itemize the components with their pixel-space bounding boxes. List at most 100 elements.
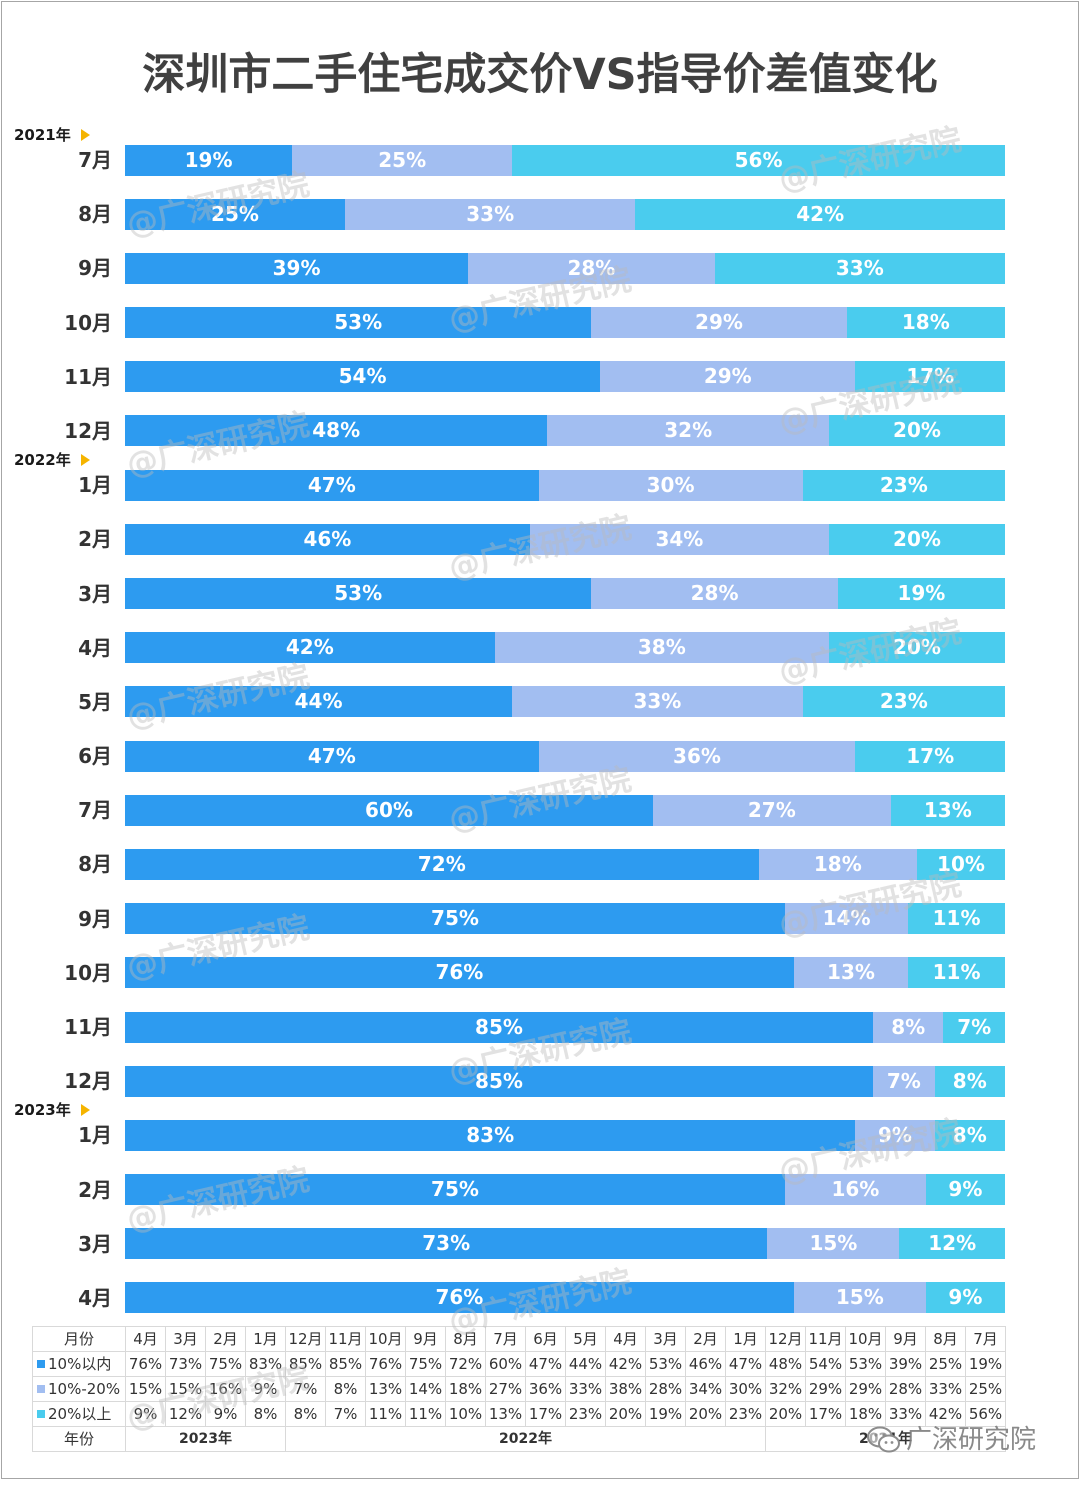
table-column-header: 9月 (885, 1326, 926, 1352)
data-label-value: 19 (184, 147, 213, 172)
table-cell: 29% (805, 1376, 846, 1402)
table-cell: 7% (285, 1376, 326, 1402)
data-label: 54% (125, 361, 600, 392)
bar-segment-series-2: 14% (785, 903, 909, 935)
stacked-bar: 83% 9% 8% (125, 1119, 1005, 1151)
table-column-header: 12月 (285, 1326, 326, 1352)
stacked-bar: 19% 25% 56% (125, 144, 1005, 176)
table-header-row: 月份 4月 3月 2月 1月 12月 11月 10月 9月 8月 7月 6月 5月 4月 3月 2月 1月 12月… (32, 1326, 1006, 1352)
data-label-value: 54 (338, 364, 367, 389)
data-label: 48% (125, 415, 547, 446)
data-label-unit: % (300, 255, 321, 280)
data-label-unit: % (956, 1231, 977, 1256)
data-label: 12% (899, 1228, 1005, 1259)
data-label: 10% (917, 849, 1005, 880)
data-label-unit: % (392, 797, 413, 822)
data-label-value: 9 (948, 1177, 963, 1202)
stacked-bar: 76% 15% 9% (125, 1282, 1005, 1314)
category-label: 3月 (78, 1231, 112, 1256)
table-cell: 54% (805, 1351, 846, 1377)
data-label-unit: % (859, 1177, 880, 1202)
data-label-value: 75 (431, 906, 459, 931)
data-label-unit: % (920, 526, 941, 551)
table-cell: 25% (925, 1351, 966, 1377)
category-label: 2月 (78, 1177, 112, 1202)
bar-segment-series-3: 19% (837, 578, 1005, 610)
table-cell: 32% (765, 1376, 806, 1402)
table-cell: 20% (765, 1401, 806, 1427)
data-label: 23% (803, 686, 1005, 717)
data-label-unit: % (863, 255, 884, 280)
data-label: 85% (125, 1066, 873, 1097)
data-label: 9% (855, 1120, 934, 1151)
data-label-value: 8 (952, 1122, 967, 1147)
bar-segment-series-3: 7% (943, 1011, 1005, 1043)
table-row: 10%以内 76% 73% 75% 83% 85% 85% 76% 75% 72% 60% 47% 44… (32, 1351, 1006, 1377)
watermark-logo: 广深研究院 (866, 1423, 1036, 1457)
table-cell: 10% (445, 1401, 486, 1427)
table-cell: 13% (365, 1376, 406, 1402)
data-label-unit: % (313, 635, 334, 660)
data-label: 17% (855, 741, 1005, 772)
data-label: 85% (125, 1012, 873, 1043)
data-label: 11% (908, 903, 1005, 934)
data-label-value: 25 (378, 147, 407, 172)
data-label-unit: % (238, 201, 259, 226)
data-label-unit: % (661, 689, 682, 714)
category-label: 8月 (78, 202, 112, 227)
year-label: 2022年 (14, 451, 90, 469)
data-label-value: 48 (312, 418, 341, 443)
table-cell: 38% (605, 1376, 646, 1402)
data-label-unit: % (907, 689, 928, 714)
year-label: 2023年 (14, 1101, 90, 1119)
data-label-value: 12 (928, 1231, 957, 1256)
data-label: 46% (125, 524, 530, 555)
data-label-value: 9 (948, 1285, 963, 1310)
bar-segment-series-2: 13% (793, 957, 909, 989)
triangle-marker-icon (80, 1104, 90, 1117)
bar-segment-series-1: 60% (125, 794, 653, 826)
data-label: 32% (547, 415, 829, 446)
category-label: 7月 (78, 148, 112, 172)
data-label-value: 27 (747, 797, 776, 822)
bar-segment-series-3: 9% (925, 1174, 1005, 1206)
bar-segment-series-2: 18% (758, 848, 917, 880)
table-cell: 9% (245, 1376, 286, 1402)
data-label-value: 13 (923, 797, 952, 822)
table-cell: 16% (205, 1376, 246, 1402)
category-label: 12月 (64, 418, 112, 443)
table-cell: 20% (605, 1401, 646, 1427)
bar-segment-series-1: 19% (125, 144, 293, 176)
table-column-header: 12月 (765, 1326, 806, 1352)
table-cell: 53% (845, 1351, 886, 1377)
data-label-value: 9 (878, 1122, 892, 1147)
table-cell: 42% (925, 1401, 966, 1427)
data-label-value: 20 (893, 418, 921, 443)
data-label-value: 11 (932, 906, 961, 931)
bar-segment-series-2: 36% (538, 740, 856, 772)
category-label: 3月 (78, 581, 112, 606)
data-label-unit: % (502, 1014, 523, 1039)
category-label: 7月 (78, 798, 112, 823)
category-label: 6月 (78, 744, 112, 769)
data-label-value: 23 (879, 472, 908, 497)
stacked-bar: 47% 36% 17% (125, 740, 1005, 772)
table-cell: 13% (485, 1401, 526, 1427)
data-label-value: 28 (690, 581, 719, 606)
legend-swatch (37, 1385, 45, 1393)
data-label: 75% (125, 1174, 785, 1205)
data-label: 15% (767, 1228, 899, 1259)
data-label: 11% (908, 957, 1005, 988)
data-label-value: 15 (835, 1285, 864, 1310)
bar-segment-series-3: 42% (635, 198, 1005, 230)
bar-segment-series-2: 15% (793, 1282, 926, 1314)
table-cell: 76% (365, 1351, 406, 1377)
table-cell: 14% (405, 1376, 446, 1402)
legend-swatch (37, 1410, 45, 1418)
data-label-unit: % (951, 797, 972, 822)
year-label-text: 2021年 (14, 126, 71, 144)
bar-segment-series-3: 20% (829, 523, 1005, 555)
data-label: 29% (591, 307, 846, 338)
bar-segment-series-2: 33% (512, 686, 803, 718)
data-label-value: 42 (796, 201, 825, 226)
